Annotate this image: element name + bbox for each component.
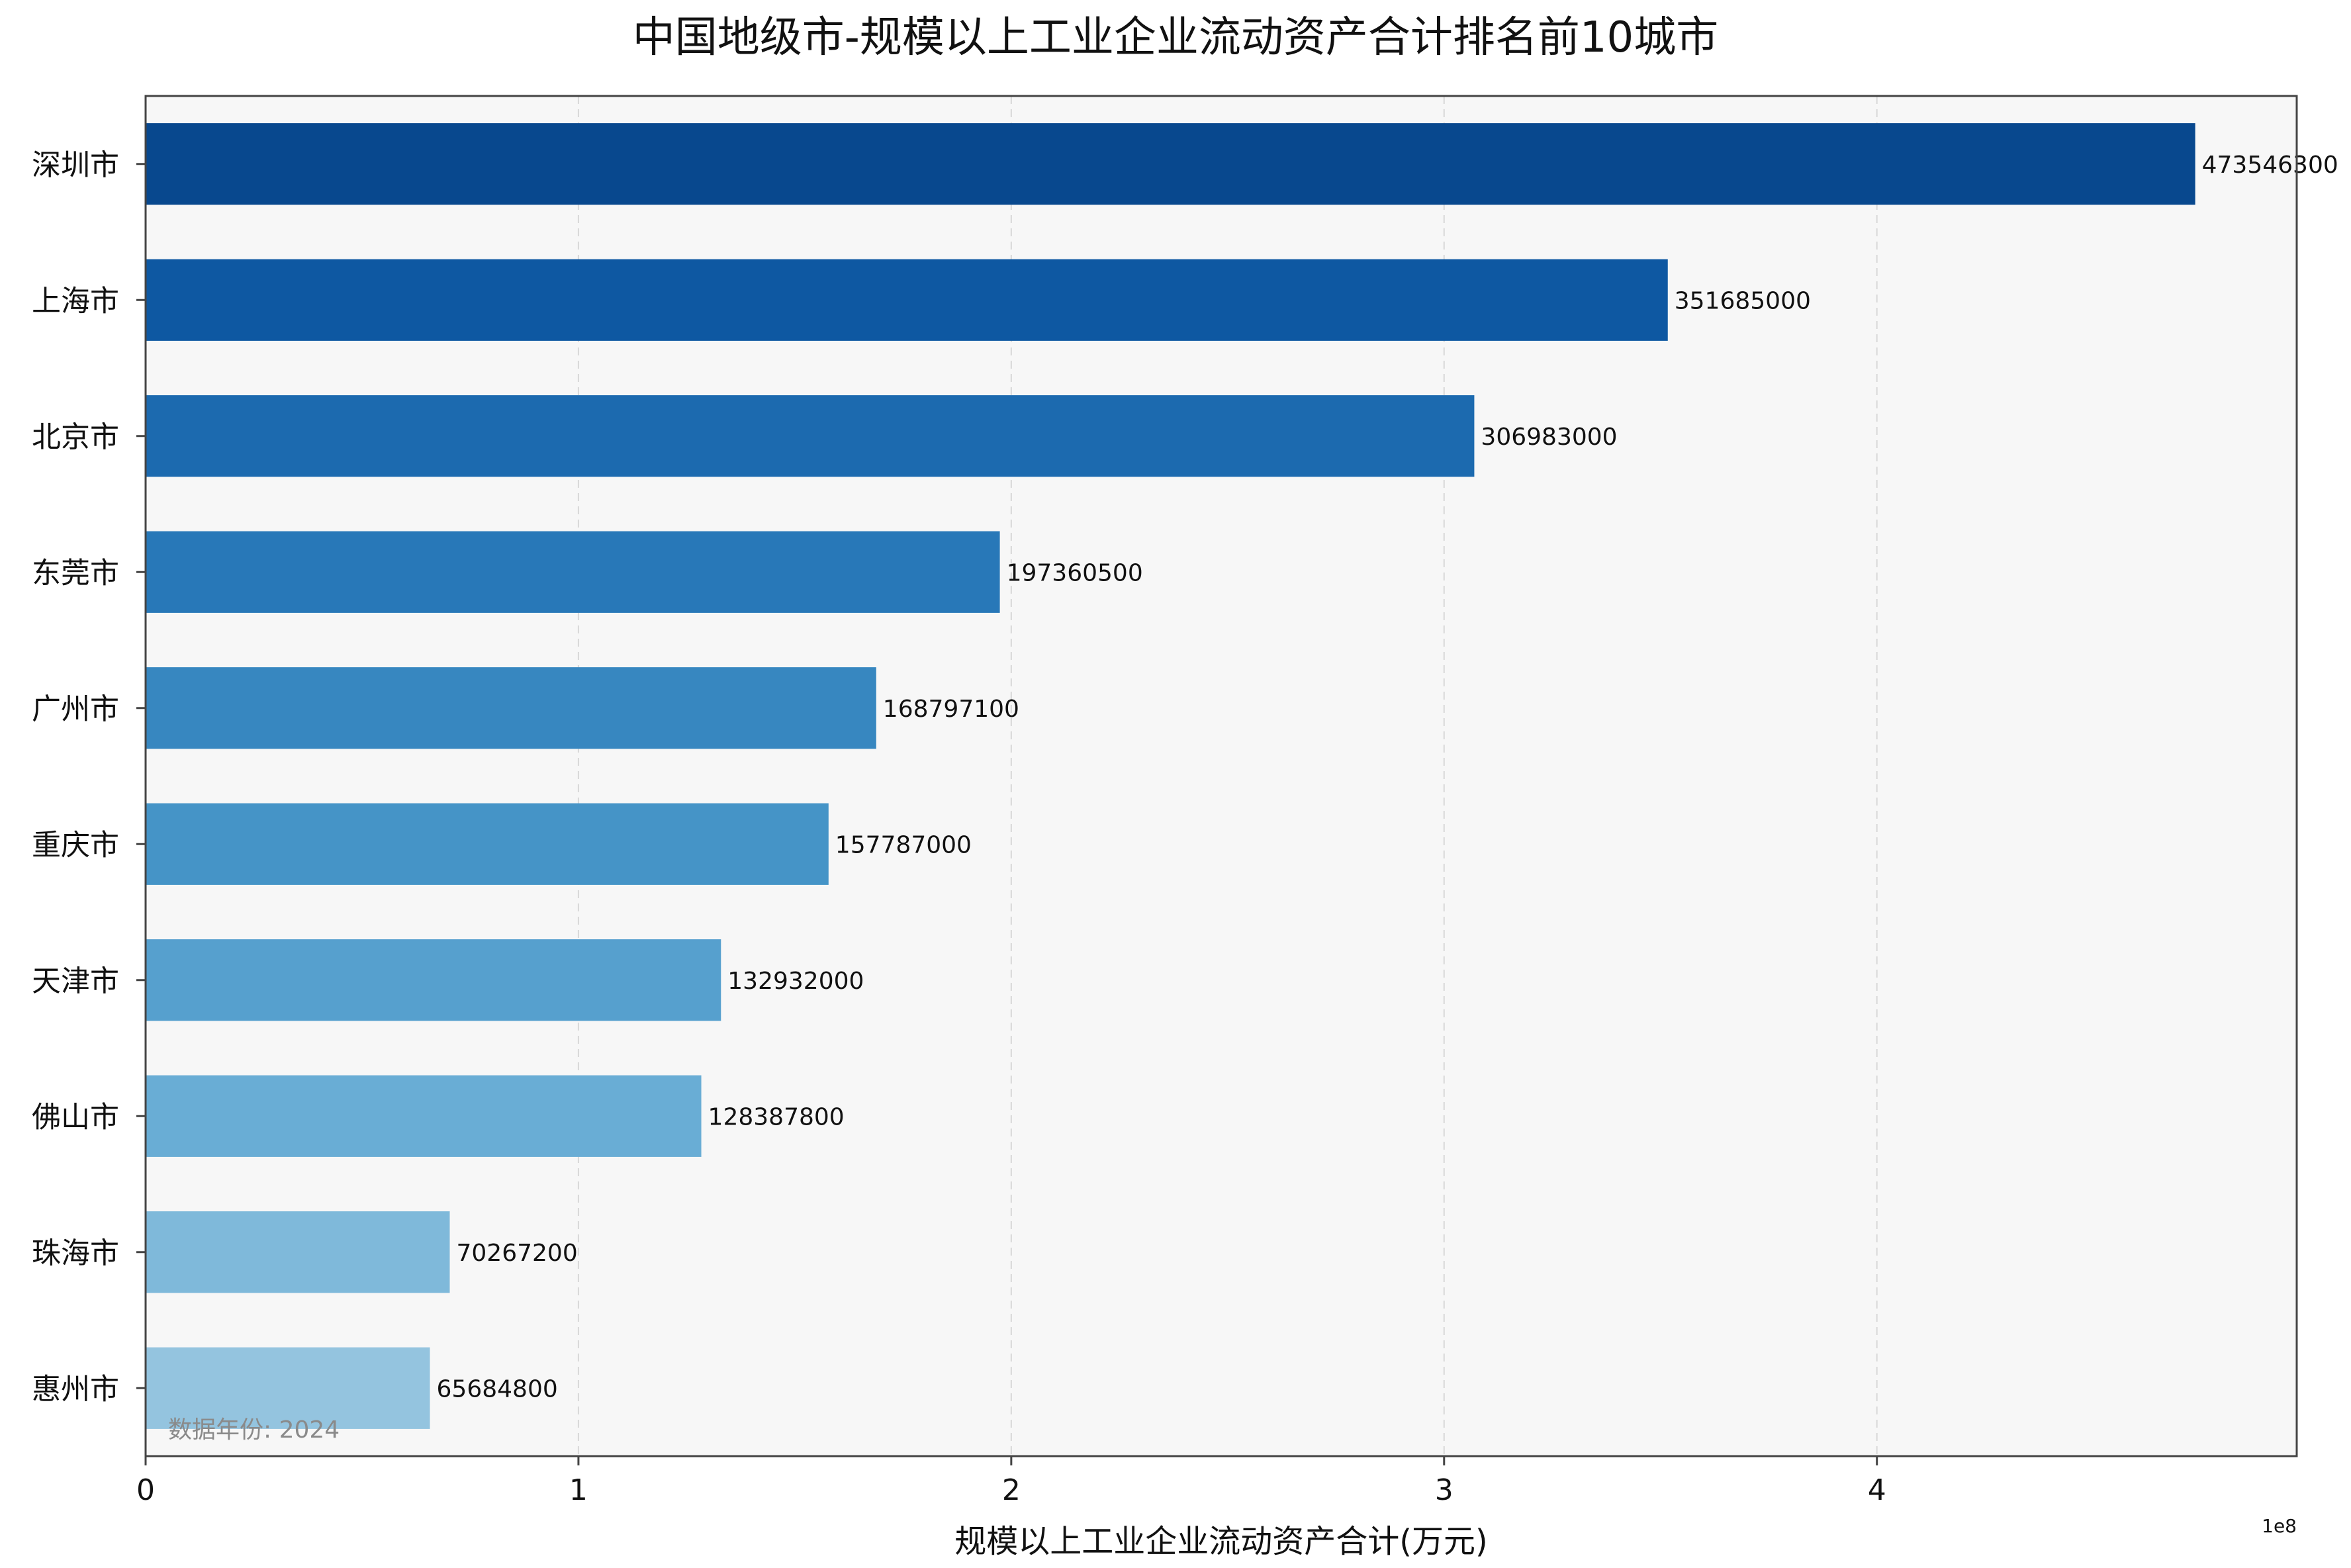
x-tick-label: 2 (1002, 1473, 1021, 1507)
y-tick-label: 东莞市 (32, 556, 119, 590)
data-year-note: 数据年份: 2024 (168, 1416, 340, 1444)
bar (146, 1211, 450, 1293)
plot-frame (144, 95, 2298, 1457)
y-tick-label: 惠州市 (32, 1372, 119, 1406)
value-label: 70267200 (456, 1240, 577, 1267)
y-tick-label: 佛山市 (32, 1100, 119, 1134)
value-label: 306983000 (1481, 424, 1617, 451)
y-tick-label: 北京市 (32, 420, 119, 454)
y-tick-label: 上海市 (32, 284, 119, 318)
x-tick-label: 1 (569, 1473, 588, 1507)
bar (146, 803, 829, 885)
x-tick-label: 4 (1868, 1473, 1886, 1507)
x-axis-label: 规模以上工业企业流动资产合计(万元) (954, 1523, 1487, 1560)
value-label: 473546300 (2202, 152, 2338, 179)
x-tick-label: 3 (1435, 1473, 1453, 1507)
bars (146, 123, 2195, 1429)
value-label: 351685000 (1675, 287, 1811, 314)
value-label: 197360500 (1007, 559, 1143, 586)
value-label: 128387800 (708, 1103, 845, 1130)
x-tick-label: 0 (136, 1473, 155, 1507)
y-tick-label: 天津市 (32, 964, 119, 998)
y-tick-label: 重庆市 (32, 828, 119, 862)
y-tick-label: 深圳市 (32, 148, 119, 182)
value-label: 65684800 (437, 1375, 558, 1403)
chart-title: 中国地级市-规模以上工业企业流动资产合计排名前10城市 (633, 13, 1719, 62)
y-tick-label: 珠海市 (32, 1236, 119, 1270)
x-axis-offset-label: 1e8 (2262, 1515, 2297, 1537)
y-tick-label: 广州市 (32, 692, 119, 726)
bar (146, 1347, 430, 1429)
bar (146, 259, 1668, 341)
bar (146, 123, 2195, 205)
x-axis-ticks: 0 1 2 3 4 (136, 1456, 1886, 1507)
value-label: 168797100 (883, 696, 1019, 723)
bar (146, 667, 876, 749)
bar (146, 1075, 702, 1157)
bar (146, 939, 721, 1021)
value-label: 132932000 (727, 968, 864, 995)
value-label: 157787000 (835, 831, 972, 858)
bar (146, 395, 1475, 477)
bar (146, 531, 1000, 613)
value-labels: 473546300 351685000 306983000 197360500 1687… (437, 152, 2338, 1403)
